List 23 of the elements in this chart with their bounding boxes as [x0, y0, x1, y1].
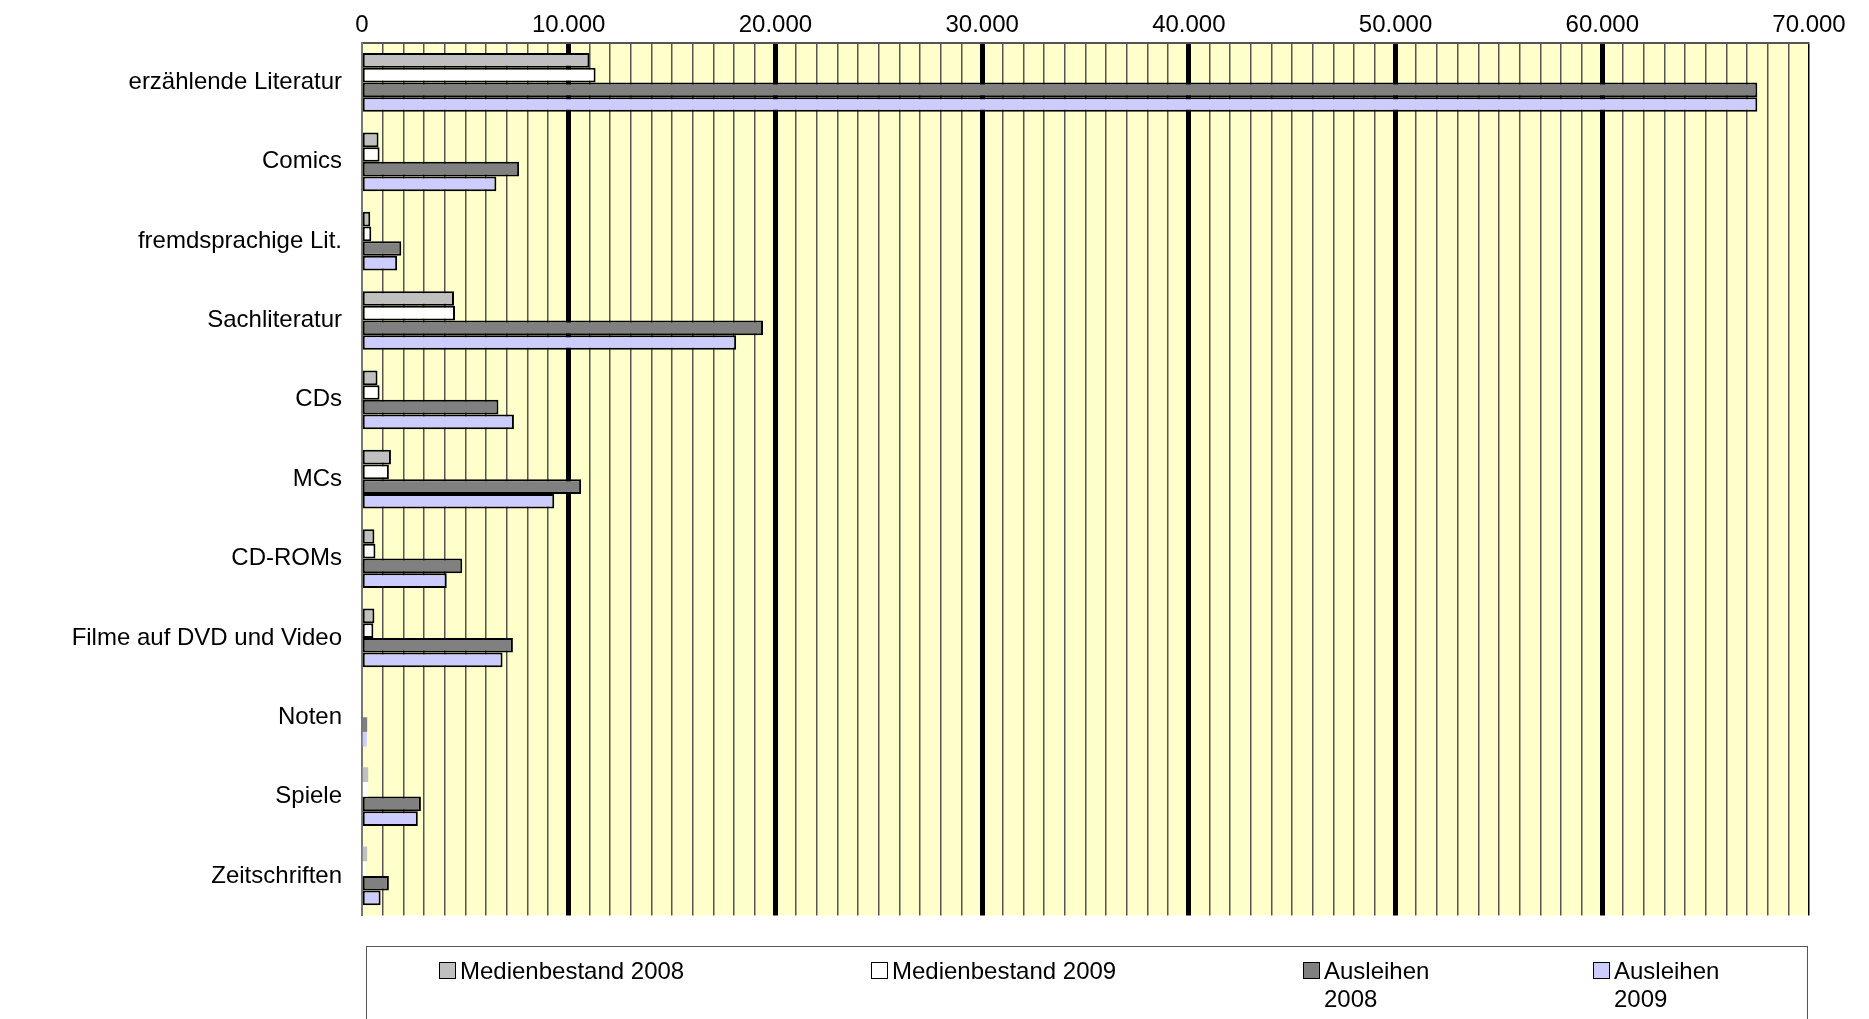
legend-label: Ausleihen 2009: [1614, 957, 1721, 1013]
x-tick-label: 40.000: [1152, 10, 1226, 38]
legend-label: Medienbestand 2008: [460, 957, 685, 985]
y-tick-label: fremdsprachige Lit.: [137, 225, 342, 253]
x-tick-label: 70.000: [1772, 10, 1846, 38]
y-tick-label: Spiele: [275, 781, 342, 809]
y-tick-label: Filme auf DVD und Video: [71, 622, 342, 650]
x-tick-label: 60.000: [1565, 10, 1639, 38]
y-tick-label: CDs: [295, 384, 342, 412]
y-tick-label: Comics: [261, 146, 342, 174]
y-tick-label: Zeitschriften: [211, 860, 342, 888]
x-tick-label: 30.000: [945, 10, 1019, 38]
x-tick-label: 0: [355, 10, 369, 38]
y-tick-label: MCs: [292, 463, 342, 491]
x-tick-label: 10.000: [532, 10, 606, 38]
legend-label: Medienbestand 2009: [892, 957, 1117, 985]
y-tick-label: CD-ROMs: [231, 543, 342, 571]
x-tick-label: 50.000: [1358, 10, 1433, 38]
y-tick-label: Noten: [277, 701, 342, 729]
y-tick-label: Sachliteratur: [207, 305, 342, 333]
legend-label: Ausleihen 2008: [1324, 957, 1431, 1013]
x-tick-label: 20.000: [738, 10, 813, 38]
y-tick-label: erzählende Literatur: [128, 67, 343, 95]
